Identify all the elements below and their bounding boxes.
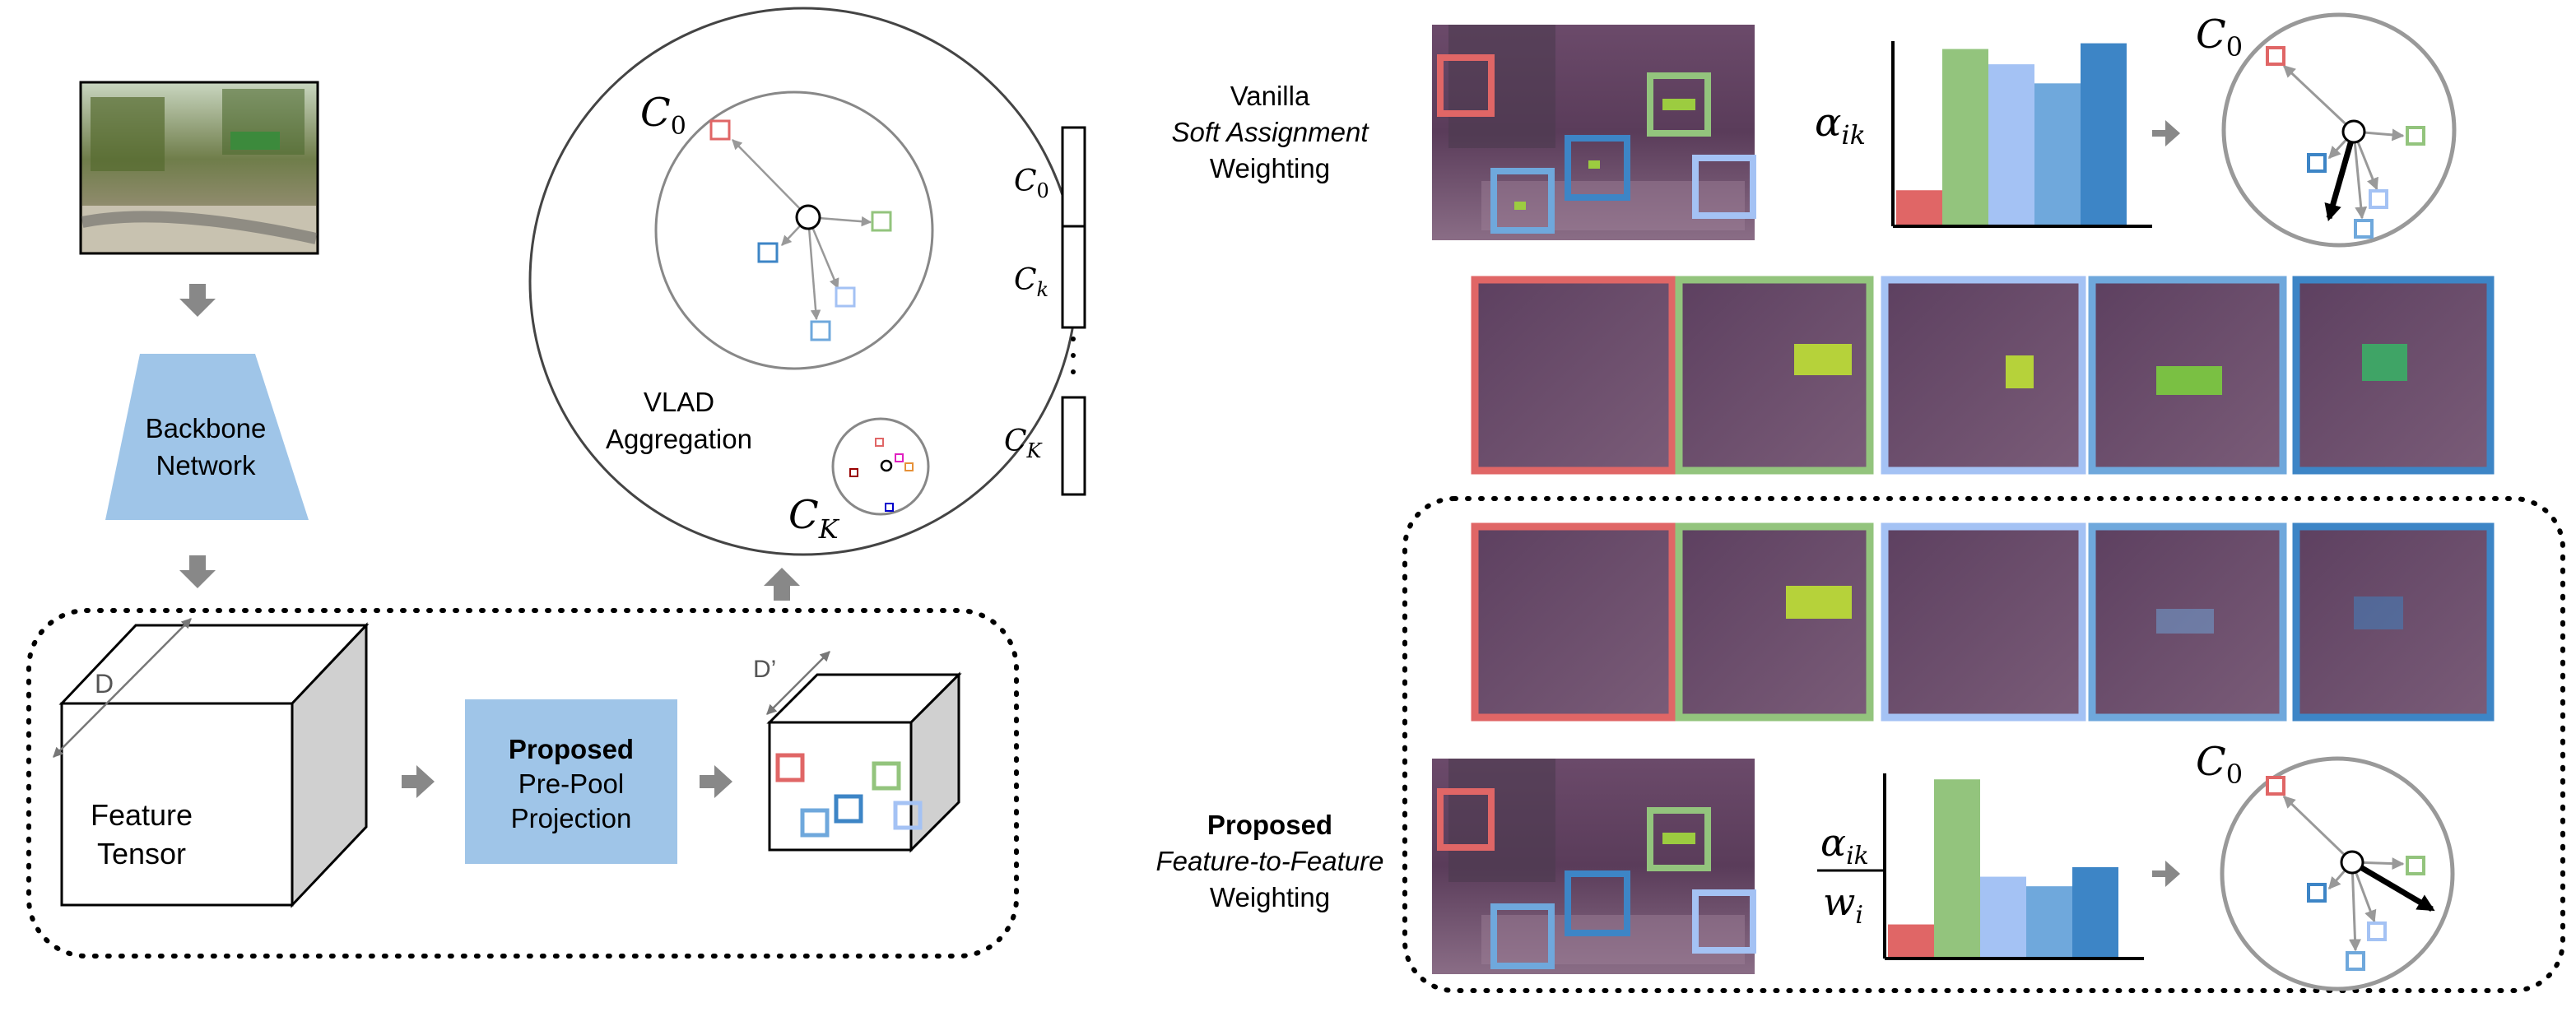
proposed-arrow — [2152, 861, 2180, 887]
proposed-label-line1: Proposed — [1207, 810, 1332, 840]
vanilla-patches-row — [1471, 276, 2495, 475]
proposed-patches-row — [1471, 522, 2495, 722]
svg-text:αik: αik — [1820, 820, 1869, 870]
vlad-aggregation: VLAD Aggregation C0 CK — [528, 7, 1078, 556]
vanilla-bar-light-blue — [1988, 64, 2034, 225]
proposed-weight-label: αik wi — [1817, 820, 1883, 930]
svg-text:C0: C0 — [640, 90, 686, 141]
backbone-label-line2: Network — [156, 450, 256, 480]
feature-square-light-blue — [893, 801, 923, 830]
right-arrow-2 — [700, 765, 732, 798]
vanilla-label-line3: Weighting — [1210, 153, 1330, 183]
feature-square-green — [872, 761, 901, 791]
vanilla-arrow — [2152, 120, 2180, 146]
vector-label-cK-sub: K — [1026, 439, 1044, 462]
projected-tensor-cube: D’ — [753, 651, 962, 853]
svg-text:wi: wi — [1823, 880, 1863, 930]
vlad-ck-sub: K — [818, 513, 840, 545]
feature-square-dark-blue — [834, 794, 863, 824]
vector-label-c0-sub: 0 — [1037, 179, 1049, 202]
proposed-label: Proposed Feature-to-Feature Weighting — [1156, 810, 1384, 912]
feature-square-mid-blue — [800, 808, 830, 838]
projection-label-line1: Proposed — [509, 734, 634, 764]
backbone-network: Backbone Network — [105, 354, 309, 520]
up-arrow — [764, 568, 800, 601]
vanilla-weight-sub: ik — [1841, 119, 1866, 151]
svg-text:αik: αik — [1815, 100, 1866, 151]
proposed-bar-chart — [1883, 773, 2144, 960]
proposed-bar-light-blue — [1980, 876, 2026, 957]
feature-dim-label: D — [95, 669, 114, 699]
vanilla-weight-label: αik — [1815, 100, 1866, 151]
down-arrow-1 — [179, 284, 216, 317]
vector-label-ck-base: C — [1014, 263, 1037, 297]
proposed-bar-mid-blue — [2026, 886, 2072, 957]
proposed-bar-green — [1934, 779, 1980, 957]
vanilla-label: Vanilla Soft Assignment Weighting — [1171, 81, 1369, 183]
vector-label-cK-base: C — [1004, 425, 1027, 458]
feature-tensor-cube: D Feature Tensor — [53, 618, 370, 908]
vlad-vector: C0 Ck CK — [1004, 126, 1086, 496]
vlad-c0-base: C — [640, 90, 671, 136]
vanilla-label-line1: Vanilla — [1230, 81, 1310, 111]
projection-label-line3: Projection — [511, 803, 632, 833]
proposed-weight-den-base: w — [1823, 880, 1855, 924]
svg-text:Ck: Ck — [1014, 263, 1049, 301]
down-arrow-2 — [179, 555, 216, 588]
right-arrow-1 — [402, 765, 435, 798]
backbone-label-line1: Backbone — [146, 413, 267, 443]
proposed-weight-num-sub: ik — [1846, 842, 1869, 870]
vlad-label-line1: VLAD — [644, 387, 714, 417]
input-image — [79, 81, 319, 255]
svg-text:CK: CK — [788, 492, 840, 545]
proposed-circle-base: C — [2196, 739, 2226, 785]
pre-pool-projection-box: Proposed Pre-Pool Projection — [465, 699, 677, 864]
proposed-scene-image — [1432, 759, 1756, 974]
proposed-region-right — [1402, 496, 2565, 993]
svg-text:CK: CK — [1004, 425, 1044, 462]
vanilla-bar-green — [1942, 49, 1988, 225]
vanilla-label-line2: Soft Assignment — [1171, 117, 1369, 147]
svg-text:C0: C0 — [2196, 739, 2243, 790]
vanilla-scene-image — [1432, 25, 1756, 240]
proposed-region-left — [26, 608, 1019, 959]
vanilla-cluster-circle: C0 — [2196, 12, 2457, 248]
proposed-weight-den-sub: i — [1855, 901, 1863, 930]
vanilla-bar-dark-blue — [2081, 43, 2127, 225]
proposed-label-line3: Weighting — [1210, 882, 1330, 912]
proposed-label-line2: Feature-to-Feature — [1156, 846, 1384, 876]
vector-label-ck-sub: k — [1037, 278, 1049, 301]
projected-dim-label: D’ — [753, 656, 776, 683]
vlad-label-line2: Aggregation — [606, 424, 752, 454]
feature-tensor-label-line2: Tensor — [97, 837, 186, 870]
proposed-cluster-circle: C0 — [2196, 739, 2455, 991]
vanilla-bar-mid-blue — [2034, 83, 2081, 225]
svg-text:C0: C0 — [1014, 165, 1049, 202]
feature-tensor-label-line1: Feature — [91, 798, 193, 832]
vanilla-weight-base: α — [1815, 100, 1841, 146]
proposed-circle-sub: 0 — [2226, 759, 2243, 790]
proposed-weight-num-base: α — [1820, 820, 1846, 865]
projection-label-line2: Pre-Pool — [518, 768, 624, 799]
proposed-bar-red — [1888, 924, 1934, 957]
vanilla-circle-sub: 0 — [2226, 31, 2243, 63]
feature-square-red — [775, 753, 805, 782]
vanilla-bar-chart — [1891, 41, 2152, 228]
vanilla-circle-base: C — [2196, 12, 2226, 58]
vlad-ck-base: C — [788, 492, 819, 538]
svg-text:C0: C0 — [2196, 12, 2243, 63]
vlad-c0-sub: 0 — [671, 112, 686, 141]
vanilla-bar-red — [1896, 190, 1942, 225]
vector-label-c0-base: C — [1014, 165, 1037, 198]
proposed-bar-dark-blue — [2072, 866, 2118, 957]
